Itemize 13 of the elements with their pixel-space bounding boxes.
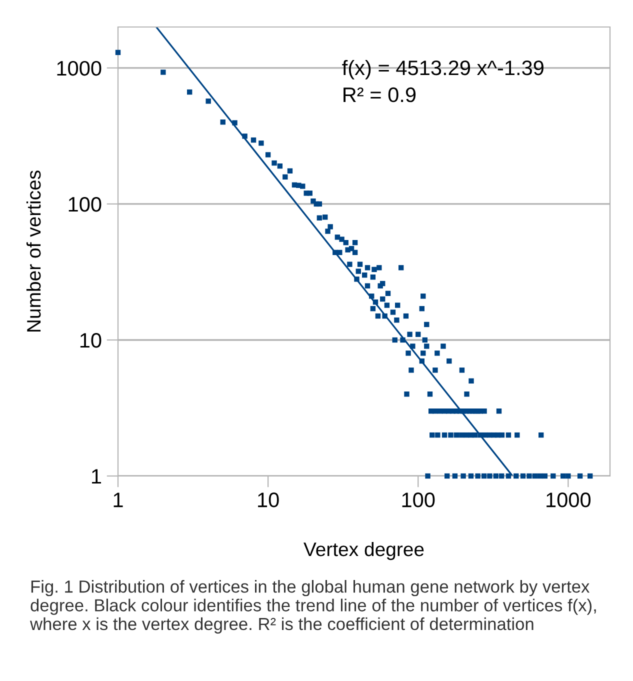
x-tick-label: 10 [258,492,279,508]
annotation: R² = 0.9 [344,87,416,102]
y-tick-label: 1000 [57,60,102,76]
annotation: f(x) = 4513.29 x^-1.39 [342,60,544,80]
x-axis-title: Vertex degree [304,542,424,560]
caption: Fig. 1 Distribution of vertices in the global human gene network by vertex degree. Black colour identifies the trend line of the number of vertices f(x), where x is the vertex degree. R² is the coefficient of determination [30,580,596,634]
x-tick-label: 1 [114,492,123,508]
x-tick-label: 100 [402,492,435,508]
y-tick-label: 1 [92,469,102,484]
y-tick-label: 100 [68,196,102,212]
y-tick-label: 10 [80,332,102,348]
y-axis-title: Number of vertices [26,170,41,332]
x-tick-label: 1000 [546,492,591,508]
